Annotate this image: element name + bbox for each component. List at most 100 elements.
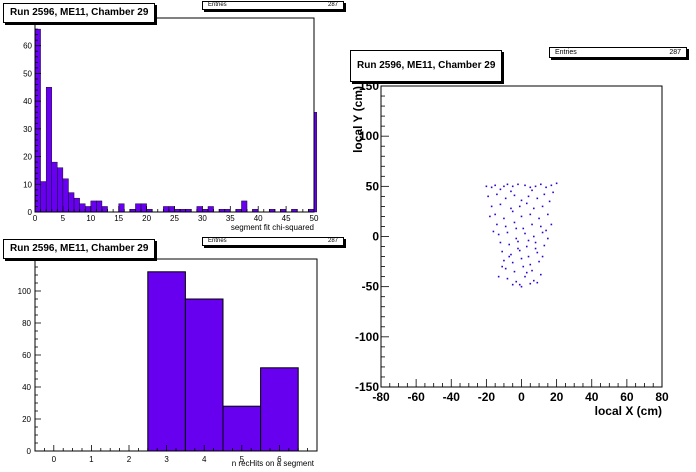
scatter-point [534,185,537,188]
scatter-point [522,227,525,230]
scatter-point [504,267,507,270]
scatter-point [511,185,514,188]
scatter-point [552,191,554,194]
histogram-bar [135,203,142,213]
scatter-point [525,245,528,248]
nrechits-histogram-title: Run 2596, ME11, Chamber 29 [3,239,156,259]
y-tick-label: 20 [23,153,32,162]
scatter-point [487,195,489,198]
x-tick-label: 80 [655,390,669,404]
scatter-point [541,231,544,234]
scatter-point [524,232,526,235]
plot-frame [380,85,663,388]
x-tick-label: 0 [52,455,57,464]
x-tick-label: 4 [202,455,207,464]
x-tick-label: 40 [585,390,599,404]
scatter-point [490,186,493,189]
scatter-point [517,183,519,186]
scatter-point [532,207,535,210]
y-tick-label: 50 [23,69,32,78]
chi2-histogram-chart: 0 5 10 15 20 25 30 35 40 45 50 0 10 20 30 40 50 60 segment… [23,17,319,232]
scatter-point [548,200,551,203]
scatter-point [545,186,547,189]
scatter-point [541,205,544,208]
scatter-point [550,184,553,187]
histogram-bar [260,367,299,452]
scatter-point [540,183,542,186]
histogram-bar [73,197,80,213]
scatter-point [536,197,539,200]
localxy-scatter-panel: Entries 287 -80 -60 -40 -20 0 20 40 60 80 -150 -10… [345,40,696,472]
y-axis-label: local Y (cm) [351,86,365,153]
y-tick-label: -50 [362,280,380,294]
histogram-bar [45,87,52,213]
x-tick-label: 30 [198,214,207,223]
scatter-point [534,247,537,250]
scatter-point [508,243,511,246]
histogram-bar [51,161,58,213]
stats-label: Entries [208,2,227,8]
scatter-point [515,280,518,283]
scatter-point [497,275,500,278]
scatter-point [499,188,502,191]
nrechits-histogram-panel: Entries 287 0 1 2 3 4 5 6 0 20 40 60 80 100 n recHits… [0,236,345,472]
scatter-point [497,233,500,236]
scatter-point [492,230,495,233]
y-tick-label: 0 [28,208,33,217]
scatter-point [547,237,549,240]
scatter-point [485,185,488,188]
x-tick-label: 3 [164,455,169,464]
x-tick-label: 5 [61,214,66,223]
y-tick-label: 100 [18,287,32,296]
scatter-point [547,213,549,216]
scatter-point [503,185,505,188]
scatter-point [531,223,533,226]
scatter-point [531,269,533,272]
scatter-point [532,235,535,238]
scatter-point [504,225,507,228]
scatter-point [529,213,532,216]
scatter-point [517,240,519,243]
y-tick-label: 50 [366,179,380,193]
y-tick-label: 80 [22,319,31,328]
scatter-point [511,283,514,286]
scatter-point [501,265,503,268]
scatter-point [527,255,530,258]
x-tick-label: 1 [89,455,94,464]
histogram-bar [118,203,125,213]
chi2-histogram-panel: Entries 287 0 5 10 15 20 25 30 35 40 45 50 0 10 20 30 4… [0,0,345,236]
scatter-point [503,259,505,262]
scatter-point [510,253,512,256]
y-tick-label: -150 [355,380,379,394]
x-axis-label: n recHits on a segment [232,459,315,468]
scatter-point [529,282,532,285]
scatter-point [540,273,542,276]
scatter-point [518,205,521,208]
scatter-point [490,205,493,208]
scatter-point [538,260,540,263]
histogram-bar [207,206,214,213]
y-tick-label: 60 [23,42,32,51]
scatter-point [504,197,507,200]
histogram-bar [40,181,47,213]
histogram-bar [62,178,69,213]
histogram-bar [168,206,175,213]
scatter-point [513,194,516,197]
plot-frame [34,17,315,213]
x-tick-label: -60 [407,390,425,404]
scatter-point [513,270,516,273]
scatter-point [540,225,542,228]
x-tick-label: 45 [282,214,291,223]
scatter-point [555,182,558,185]
scatter-point [529,263,532,266]
scatter-point [510,207,512,210]
scatter-point [494,184,496,187]
y-tick-label: 40 [22,383,31,392]
histogram-bar [79,203,86,213]
scatter-point [541,255,544,258]
x-tick-label: 0 [33,214,38,223]
chi2-stats-box: Entries 287 [202,1,344,10]
scatter-point [506,277,509,280]
scatter-point [527,195,530,198]
